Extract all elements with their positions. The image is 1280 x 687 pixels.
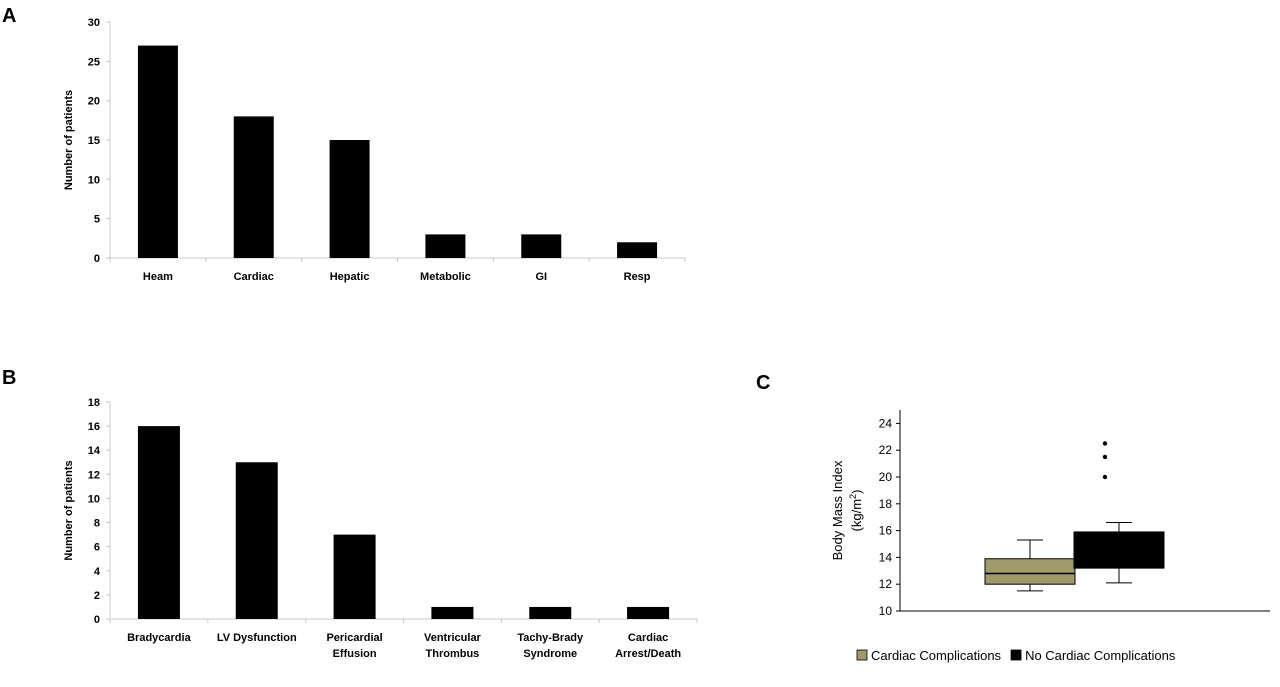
x-tick-label: Bradycardia bbox=[127, 632, 191, 644]
x-tick-label: Ventricular bbox=[424, 632, 482, 644]
legend-label: No Cardiac Complications bbox=[1025, 648, 1176, 663]
y-tick-label: 25 bbox=[88, 56, 100, 68]
y-tick-label: 10 bbox=[88, 493, 100, 505]
x-tick-label: Metabolic bbox=[420, 271, 471, 283]
y-tick-label: 2 bbox=[94, 590, 100, 602]
box bbox=[984, 558, 1076, 585]
y-tick-label: 10 bbox=[879, 604, 893, 618]
y-tick-label: 20 bbox=[88, 96, 100, 108]
panel-label-a: A bbox=[2, 5, 16, 27]
y-tick-label: 30 bbox=[88, 17, 100, 29]
chart-c: 10 12 14 16 18 20 22 24 Body Mass Index (kg/m2) Ca… bbox=[830, 410, 1270, 663]
panel-label-c: C bbox=[756, 372, 770, 394]
y-tick-label: 5 bbox=[94, 214, 100, 226]
x-tick-label: Heam bbox=[143, 271, 173, 283]
x-tick-label: Cardiac bbox=[234, 271, 274, 283]
y-tick-label: 10 bbox=[88, 174, 100, 186]
y-tick-label: 6 bbox=[94, 542, 100, 554]
y-axis-unit-label: (kg/m2) bbox=[848, 490, 864, 532]
bar bbox=[521, 234, 562, 258]
bar bbox=[627, 606, 670, 619]
y-tick-label: 14 bbox=[88, 445, 101, 457]
x-tick-label: GI bbox=[535, 271, 547, 283]
y-tick-label: 14 bbox=[879, 550, 893, 564]
y-tick-label: 8 bbox=[94, 518, 100, 530]
y-tick-label: 24 bbox=[879, 416, 893, 430]
bar bbox=[233, 116, 274, 259]
bar bbox=[529, 606, 572, 619]
x-tick-label: Cardiac bbox=[628, 632, 668, 644]
y-tick-label: 0 bbox=[94, 614, 100, 626]
legend-swatch bbox=[856, 649, 868, 661]
y-tick-label: 12 bbox=[88, 469, 100, 481]
outlier-point bbox=[1102, 474, 1108, 480]
y-axis-label: Number of patients bbox=[63, 460, 75, 560]
y-tick-label: 15 bbox=[88, 135, 100, 147]
y-axis-label: Body Mass Index bbox=[830, 460, 845, 560]
x-tick-label: Hepatic bbox=[330, 271, 370, 283]
y-tick-label: 0 bbox=[94, 253, 100, 265]
x-tick-label: Resp bbox=[624, 271, 651, 283]
bar bbox=[333, 534, 376, 619]
outlier-point bbox=[1102, 454, 1108, 460]
x-tick-label: Arrest/Death bbox=[615, 648, 681, 660]
panel-label-b: B bbox=[2, 367, 16, 389]
bar bbox=[425, 234, 466, 258]
y-tick-label: 12 bbox=[879, 577, 893, 591]
bar bbox=[137, 426, 180, 619]
bar bbox=[617, 242, 658, 258]
bar bbox=[137, 45, 178, 258]
x-tick-label: Syndrome bbox=[523, 648, 577, 660]
legend-swatch bbox=[1010, 649, 1022, 661]
x-tick-label: Pericardial bbox=[326, 632, 382, 644]
y-tick-label: 18 bbox=[88, 397, 100, 409]
y-tick-label: 22 bbox=[879, 443, 893, 457]
y-tick-label: 16 bbox=[88, 421, 100, 433]
x-tick-label: LV Dysfunction bbox=[217, 632, 297, 644]
chart-a: 0 5 10 15 20 25 30 Heam Cardiac Hepatic Metabolic G… bbox=[63, 17, 686, 283]
chart-b: 0 2 4 6 8 10 12 14 16 18 Bradycardia LV Dysfunction… bbox=[63, 397, 698, 660]
x-tick-label: Thrombus bbox=[426, 648, 480, 660]
y-tick-label: 4 bbox=[94, 566, 101, 578]
y-tick-label: 20 bbox=[879, 470, 893, 484]
legend-label: Cardiac Complications bbox=[871, 648, 1002, 663]
outlier-point bbox=[1102, 441, 1108, 446]
bar bbox=[431, 606, 474, 619]
x-tick-label: Tachy-Brady bbox=[517, 632, 584, 644]
box bbox=[1073, 531, 1165, 569]
y-tick-label: 16 bbox=[879, 524, 893, 538]
x-tick-label: Effusion bbox=[333, 648, 377, 660]
bar bbox=[235, 462, 278, 619]
y-axis-label: Number of patients bbox=[63, 90, 75, 190]
bar bbox=[329, 140, 370, 258]
y-tick-label: 18 bbox=[879, 497, 893, 511]
